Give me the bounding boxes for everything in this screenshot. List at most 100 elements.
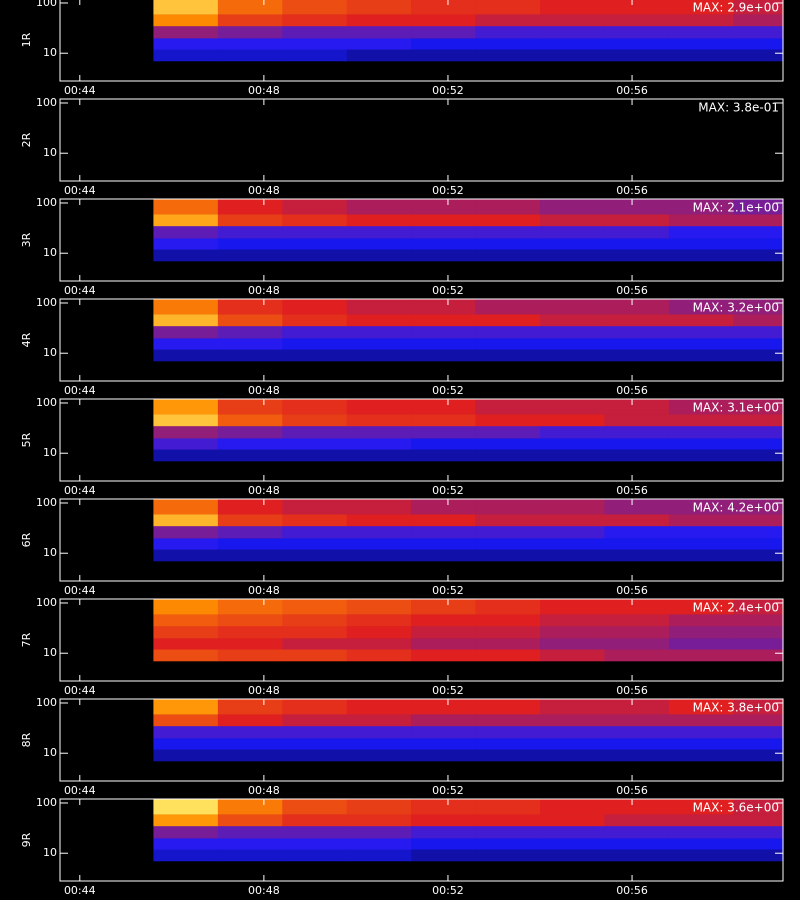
heatmap-cell — [282, 238, 348, 250]
heatmap-cell — [668, 225, 734, 239]
heatmap-cell — [346, 725, 412, 739]
heatmap-cell — [153, 99, 219, 115]
heatmap-cell — [540, 814, 605, 827]
heatmap-cell — [153, 499, 219, 515]
heatmap-cell — [733, 514, 784, 527]
heatmap-cell — [346, 799, 412, 815]
heatmap-cell — [217, 749, 283, 762]
heatmap-cell — [668, 249, 734, 262]
heatmap-cell — [411, 238, 476, 250]
heatmap-cell — [282, 314, 348, 327]
heatmap-cell — [604, 814, 670, 827]
heatmap-cell — [411, 149, 476, 162]
heatmap-cell — [733, 49, 784, 62]
heatmap-cell — [217, 314, 283, 327]
heatmap-cell — [733, 214, 784, 227]
heatmap-cell — [217, 714, 283, 727]
heatmap-cell — [733, 849, 784, 862]
x-tick-label: 00:52 — [432, 84, 464, 97]
heatmap-cell — [153, 799, 219, 815]
heatmap-cell — [733, 414, 784, 427]
heatmap-cell — [475, 849, 541, 862]
heatmap-cell — [282, 399, 348, 415]
heatmap-cell — [540, 749, 605, 762]
heatmap-cell — [346, 314, 412, 327]
heatmap-cell — [540, 225, 605, 239]
y-axis-label: 1R — [20, 32, 33, 47]
x-tick-label: 00:44 — [64, 884, 96, 897]
heatmap-cell — [733, 99, 784, 115]
heatmap-cell — [346, 325, 412, 339]
x-tick-label: 00:52 — [432, 684, 464, 697]
heatmap-cell — [668, 414, 734, 427]
y-axis-label: 4R — [20, 332, 33, 347]
heatmap-cell — [346, 0, 412, 15]
y-tick-label: 100 — [36, 696, 57, 709]
heatmap-cell — [604, 149, 670, 162]
heatmap-cell — [604, 549, 670, 562]
heatmap-cell — [282, 0, 348, 15]
heatmap-cell — [153, 199, 219, 215]
plot-frame — [59, 0, 784, 82]
heatmap-cell — [540, 449, 605, 462]
y-tick-label: 10 — [43, 746, 57, 759]
heatmap-cell — [411, 714, 476, 727]
heatmap-cell — [153, 149, 219, 162]
max-annotation: MAX: 2.4e+00 — [693, 601, 779, 615]
x-tick-label: 00:48 — [248, 584, 280, 597]
heatmap-cell — [475, 499, 541, 515]
heatmap-cell — [540, 799, 605, 815]
heatmap-cell — [475, 414, 541, 427]
y-axis-label: 9R — [20, 832, 33, 847]
heatmap-cell — [604, 25, 670, 39]
x-tick-label: 00:44 — [64, 784, 96, 797]
heatmap-cell — [346, 438, 412, 450]
heatmap-cell — [346, 225, 412, 239]
heatmap-cell — [540, 649, 605, 662]
heatmap-cell — [153, 138, 219, 150]
heatmap-cell — [346, 649, 412, 662]
max-annotation: MAX: 3.6e+00 — [693, 801, 779, 815]
heatmap-cell — [153, 738, 219, 750]
heatmap-cell — [604, 599, 670, 615]
heatmap-cell — [668, 814, 734, 827]
heatmap-cell — [153, 414, 219, 427]
heatmap-cell — [217, 849, 283, 862]
y-tick-label: 100 — [36, 296, 57, 309]
heatmap-cell — [282, 838, 348, 850]
x-tick-label: 00:56 — [616, 684, 648, 697]
heatmap-cell — [217, 0, 283, 15]
heatmap-cell — [217, 825, 283, 839]
heatmap-cell — [282, 299, 348, 315]
heatmap-cell — [153, 338, 219, 350]
heatmap-cell — [475, 0, 541, 15]
y-tick-label: 100 — [36, 496, 57, 509]
heatmap-cell — [733, 349, 784, 362]
heatmap-cell — [153, 399, 219, 415]
heatmap-cell — [668, 638, 734, 650]
heatmap-cell — [153, 299, 219, 315]
x-tick-label: 00:48 — [248, 184, 280, 197]
heatmap-cell — [411, 199, 476, 215]
x-tick-label: 00:56 — [616, 784, 648, 797]
heatmap-cell — [217, 738, 283, 750]
heatmap-cell — [475, 238, 541, 250]
heatmap-cell — [668, 25, 734, 39]
heatmap-cell — [475, 714, 541, 727]
heatmap-cell — [282, 514, 348, 527]
x-tick-label: 00:52 — [432, 884, 464, 897]
heatmap-cell — [668, 738, 734, 750]
heatmap-cell — [475, 838, 541, 850]
heatmap-cell — [604, 338, 670, 350]
heatmap-cell — [411, 799, 476, 815]
heatmap-cell — [540, 438, 605, 450]
heatmap-cell — [733, 325, 784, 339]
heatmap-cell — [475, 225, 541, 239]
heatmap-cell — [733, 649, 784, 662]
heatmap-cell — [604, 114, 670, 127]
heatmap-cell — [475, 214, 541, 227]
heatmap-cell — [733, 114, 784, 127]
heatmap-cell — [217, 125, 283, 139]
heatmap-cell — [604, 438, 670, 450]
heatmap-cell — [153, 349, 219, 362]
